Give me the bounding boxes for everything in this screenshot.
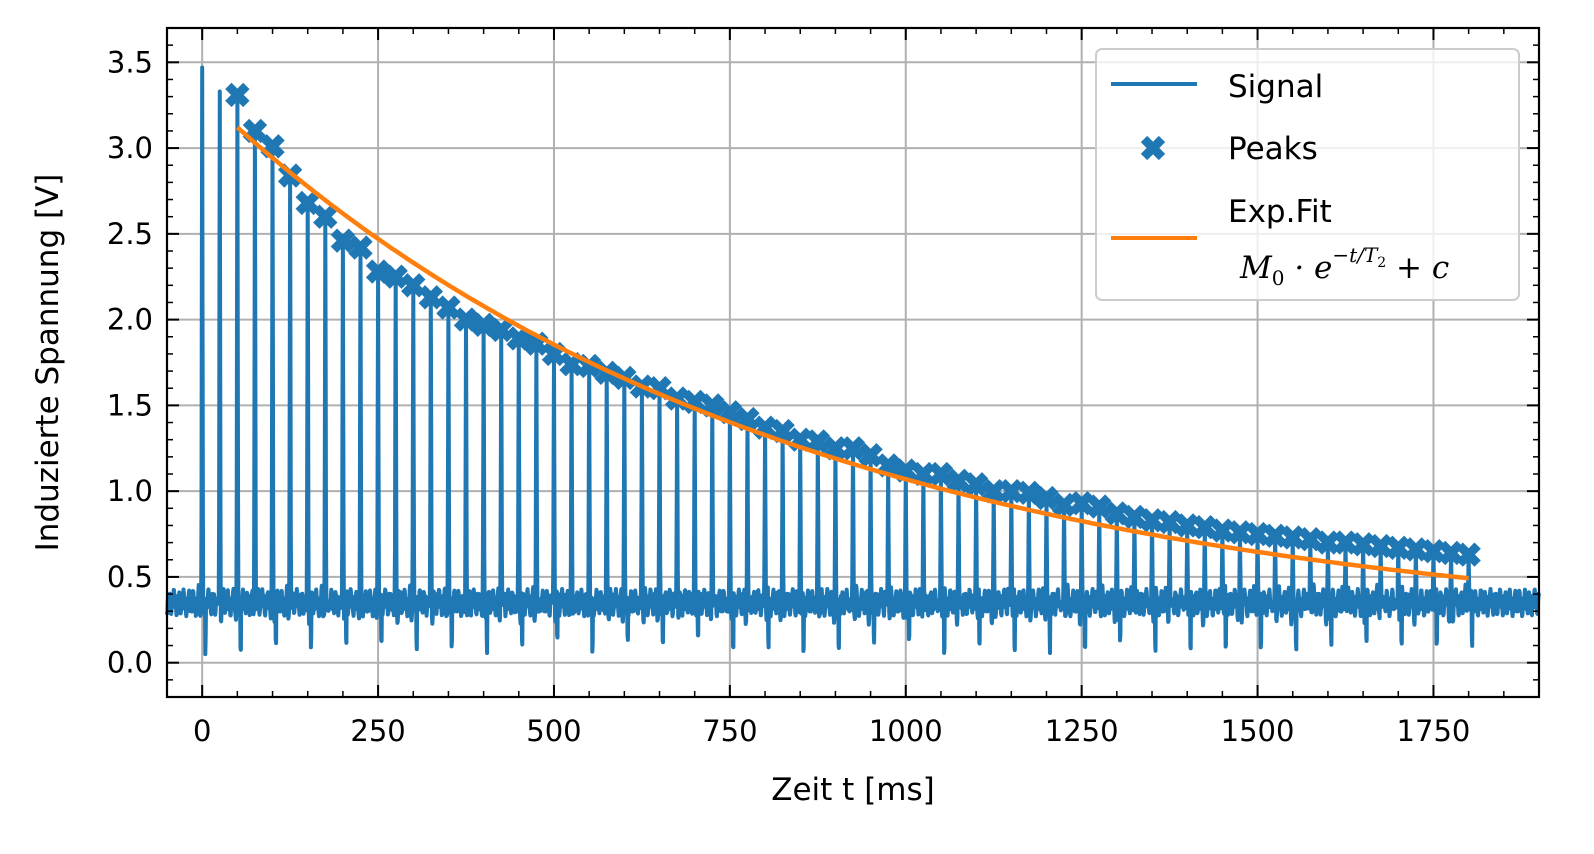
legend-signal-label: Signal [1228, 69, 1323, 105]
y-axis-label: Induzierte Spannung [V] [30, 174, 66, 552]
peak-marker [1069, 490, 1094, 516]
y-tick-label: 2.5 [107, 217, 153, 251]
y-tick-label: 1.0 [107, 474, 153, 508]
y-tick-label: 0.0 [107, 646, 153, 680]
peak-marker [1350, 532, 1376, 557]
plot-frame [165, 26, 1541, 699]
peak-marker [999, 478, 1024, 504]
x-axis-label: Zeit t [ms] [771, 772, 934, 808]
formula-exponent: −t/T [1332, 243, 1379, 267]
formula-m-sub: 0 [1272, 266, 1285, 290]
peak-marker [1262, 523, 1288, 548]
x-tick-label: 750 [702, 714, 757, 748]
peak-marker [1280, 525, 1305, 550]
peak-marker [1245, 521, 1270, 547]
legend-peaks-label: Peaks [1228, 131, 1318, 167]
formula-tail: + c [1386, 250, 1449, 286]
peak-marker [453, 307, 479, 332]
peak-marker [1210, 518, 1235, 543]
peak-marker [1386, 535, 1411, 560]
peak-marker [1087, 494, 1112, 519]
x-tick-label: 250 [350, 714, 405, 748]
peak-marker [858, 442, 883, 468]
peak-marker [471, 312, 496, 337]
x-tick-label: 1000 [869, 714, 943, 748]
peak-marker [418, 285, 444, 310]
peak-marker [1122, 504, 1147, 530]
y-tick-label: 1.5 [107, 388, 153, 422]
peak-marker [805, 429, 831, 454]
peak-marker [225, 82, 250, 108]
legend-peak-marker [1140, 135, 1166, 161]
peak-marker [365, 259, 391, 284]
peak-marker [383, 264, 408, 289]
peak-marker [840, 436, 866, 461]
peak-marker [1438, 540, 1464, 566]
x-tick-label: 1750 [1397, 714, 1471, 748]
peak-marker [1456, 542, 1481, 567]
peak-marker [1192, 514, 1217, 540]
peak-marker [1157, 509, 1182, 535]
peak-marker [1333, 530, 1358, 555]
y-tick-label: 3.0 [107, 131, 153, 165]
y-tick-label: 2.0 [107, 303, 153, 337]
peak-marker [330, 228, 356, 253]
peak-marker [348, 235, 373, 260]
formula-dot-e: · e [1284, 250, 1332, 286]
ticks [166, 27, 1540, 698]
x-tick-label: 500 [526, 714, 581, 748]
x-tick-label: 1500 [1221, 714, 1295, 748]
legend-peaks-swatch [1140, 135, 1166, 161]
peak-marker [1403, 537, 1429, 562]
peak-marker [1034, 485, 1059, 511]
x-tick-label: 0 [193, 714, 211, 748]
fit-layer [235, 125, 1469, 581]
legend-box [1095, 48, 1520, 301]
legend-fit-formula: M0 · e−t/T2 + c [1239, 243, 1449, 290]
peak-marker [313, 204, 338, 229]
y-tick-label: 3.5 [107, 45, 153, 79]
peak-marker [946, 468, 971, 494]
peak-marker [1368, 533, 1393, 559]
peak-marker [1227, 520, 1253, 545]
peak-marker [295, 190, 320, 216]
legend-fit-label: Exp.Fit [1228, 194, 1332, 230]
formula-exponent-sub: 2 [1377, 255, 1386, 271]
legend: Signal Peaks Exp.Fit M0 · e−t/T2 + c [1095, 48, 1520, 301]
tick-labels: 0 250 500 750 1000 1250 1500 1750 0.0 0.5 1.0 1.5 2.… [107, 45, 1470, 748]
peak-marker [1298, 527, 1323, 552]
y-tick-label: 0.5 [107, 560, 153, 594]
peaks-layer [225, 82, 1481, 567]
peak-marker [1139, 508, 1165, 533]
peak-marker [506, 326, 531, 351]
peak-marker [963, 472, 989, 497]
x-tick-label: 1250 [1045, 714, 1119, 748]
peak-marker [1175, 513, 1200, 538]
peak-marker [1051, 492, 1077, 518]
fit-line [235, 125, 1469, 581]
peak-marker [928, 461, 954, 487]
peak-marker [1016, 480, 1042, 506]
peak-marker [489, 317, 514, 343]
peak-marker [1421, 539, 1446, 564]
peak-marker [1104, 501, 1130, 526]
formula-m: M [1239, 250, 1273, 286]
